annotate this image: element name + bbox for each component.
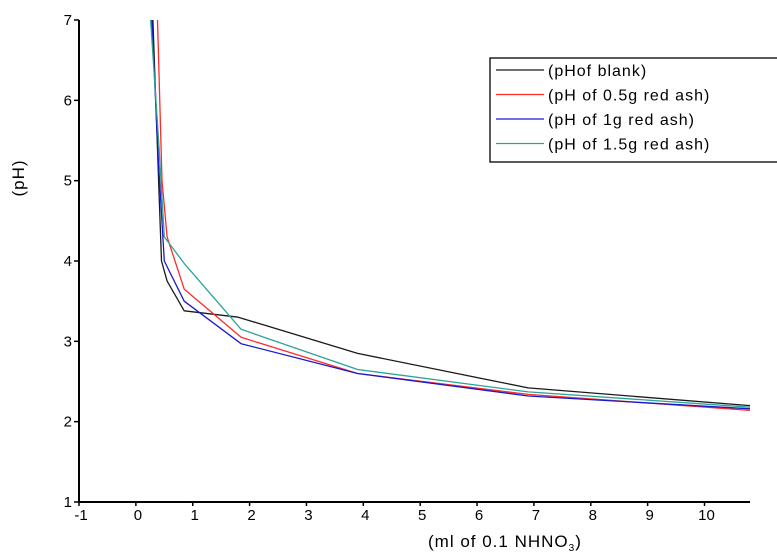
y-tick-label: 7: [64, 12, 72, 29]
x-axis-ticks: -1 0 1 2 3 4 5 6 7 8 9 10: [74, 502, 715, 524]
legend-label-4: (pH of 1.5g red ash): [548, 137, 710, 154]
y-tick-label: 4: [64, 253, 72, 270]
x-tick-label: 9: [645, 507, 653, 524]
x-tick-label: 5: [418, 507, 426, 524]
x-axis-title-suffix: ): [575, 532, 582, 551]
x-tick-label: 4: [361, 507, 369, 524]
y-axis-title: (pH): [9, 159, 28, 196]
series-line-4: [149, 19, 751, 408]
y-tick-label: 6: [64, 92, 72, 109]
x-tick-label: 7: [532, 507, 540, 524]
legend-label-2: (pH of 0.5g red ash): [548, 88, 710, 105]
y-tick-label: 5: [64, 173, 72, 190]
legend: (pHof blank) (pH of 0.5g red ash) (pH of 1…: [489, 57, 777, 163]
series-line-2: [156, 19, 751, 412]
legend-label-1: (pHof blank): [548, 63, 647, 80]
series-lines: [149, 19, 751, 412]
series-line-3: [151, 19, 751, 410]
legend-box: [489, 57, 777, 163]
x-tick-label: 8: [589, 507, 597, 524]
x-axis-title: (ml of 0.1 NHNO3): [428, 532, 582, 554]
legend-label-3: (pH of 1g red ash): [548, 112, 695, 129]
y-tick-label: 1: [64, 494, 72, 511]
x-tick-label: 2: [247, 507, 255, 524]
x-tick-label: -1: [74, 507, 87, 524]
x-tick-label: 6: [475, 507, 483, 524]
y-tick-label: 3: [64, 333, 72, 350]
y-axis-ticks: 1 2 3 4 5 6 7: [64, 12, 79, 511]
x-tick-label: 10: [698, 507, 715, 524]
y-tick-label: 2: [64, 414, 72, 431]
x-tick-label: 0: [134, 507, 142, 524]
series-line-1: [152, 19, 751, 407]
x-axis-title-main: (ml of 0.1 NHNO: [428, 532, 569, 551]
x-tick-label: 3: [304, 507, 312, 524]
x-axis-title-subscript: 3: [569, 543, 576, 554]
x-tick-label: 1: [191, 507, 199, 524]
